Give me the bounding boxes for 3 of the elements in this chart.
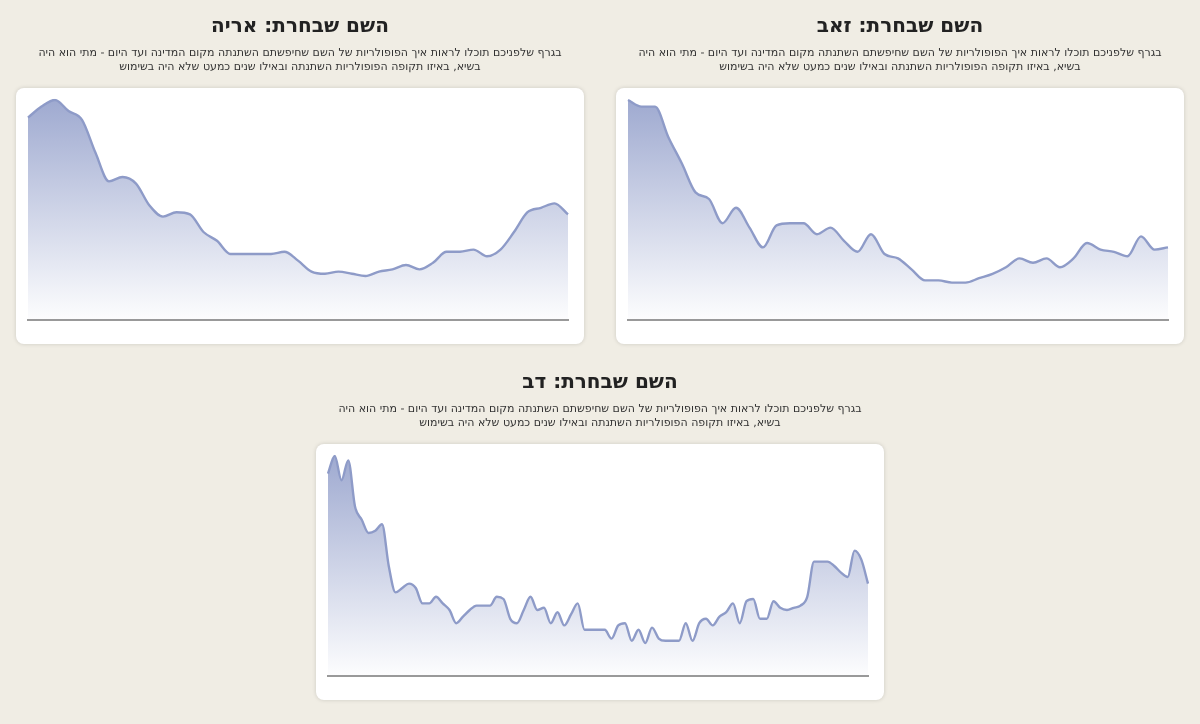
chart-title: השם שבחרת: דב <box>520 372 680 394</box>
chart-title: השם שבחרת: אריה <box>209 16 391 38</box>
chart-title: השם שבחרת: זאב <box>814 16 986 38</box>
